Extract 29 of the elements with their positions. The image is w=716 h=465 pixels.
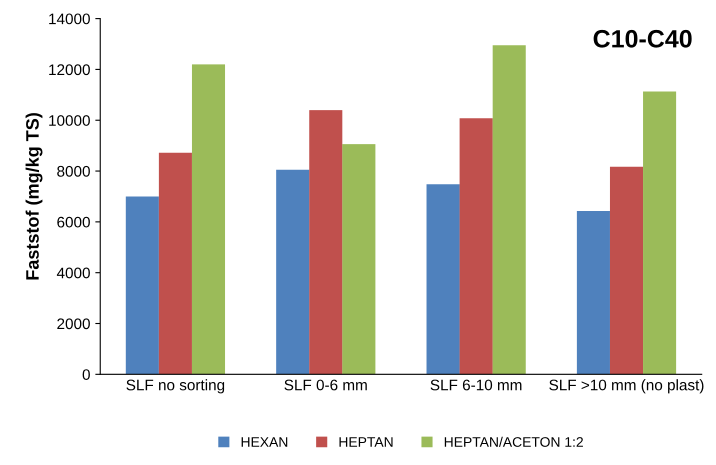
- y-tick-label: 12000: [49, 64, 90, 76]
- y-tick-label: 6000: [57, 216, 90, 228]
- bar: [309, 110, 342, 374]
- legend-label: HEPTAN: [339, 437, 393, 447]
- bar: [643, 92, 676, 374]
- bar: [610, 166, 644, 374]
- x-tick-label: SLF >10 mm (no plast): [549, 379, 704, 394]
- y-tick-label: 2000: [57, 318, 90, 330]
- legend-label: HEXAN: [242, 437, 288, 447]
- y-tick-label: 0: [82, 369, 90, 380]
- y-axis-title: Faststof (mg/kg TS): [26, 113, 42, 280]
- bar: [192, 64, 226, 374]
- bar: [576, 210, 610, 374]
- bar: [342, 144, 376, 374]
- y-tick-label: 14000: [49, 13, 90, 24]
- bar: [126, 196, 159, 374]
- x-tick-label: SLF 6-10 mm: [430, 380, 522, 390]
- x-tick-label: SLF 0-6 mm: [284, 380, 367, 390]
- y-tick-label: 8000: [57, 166, 90, 177]
- y-tick-label: 10000: [49, 115, 90, 126]
- legend-label: HEPTAN/ACETON 1:2: [444, 436, 583, 447]
- bar: [460, 118, 493, 374]
- x-tick-label: SLF no sorting: [126, 379, 224, 394]
- bar: [276, 170, 310, 374]
- bar: [158, 152, 192, 374]
- bar: [426, 184, 460, 374]
- chart-title: C10-C40: [594, 30, 692, 48]
- bar: [492, 45, 526, 374]
- y-tick-label: 4000: [56, 268, 90, 278]
